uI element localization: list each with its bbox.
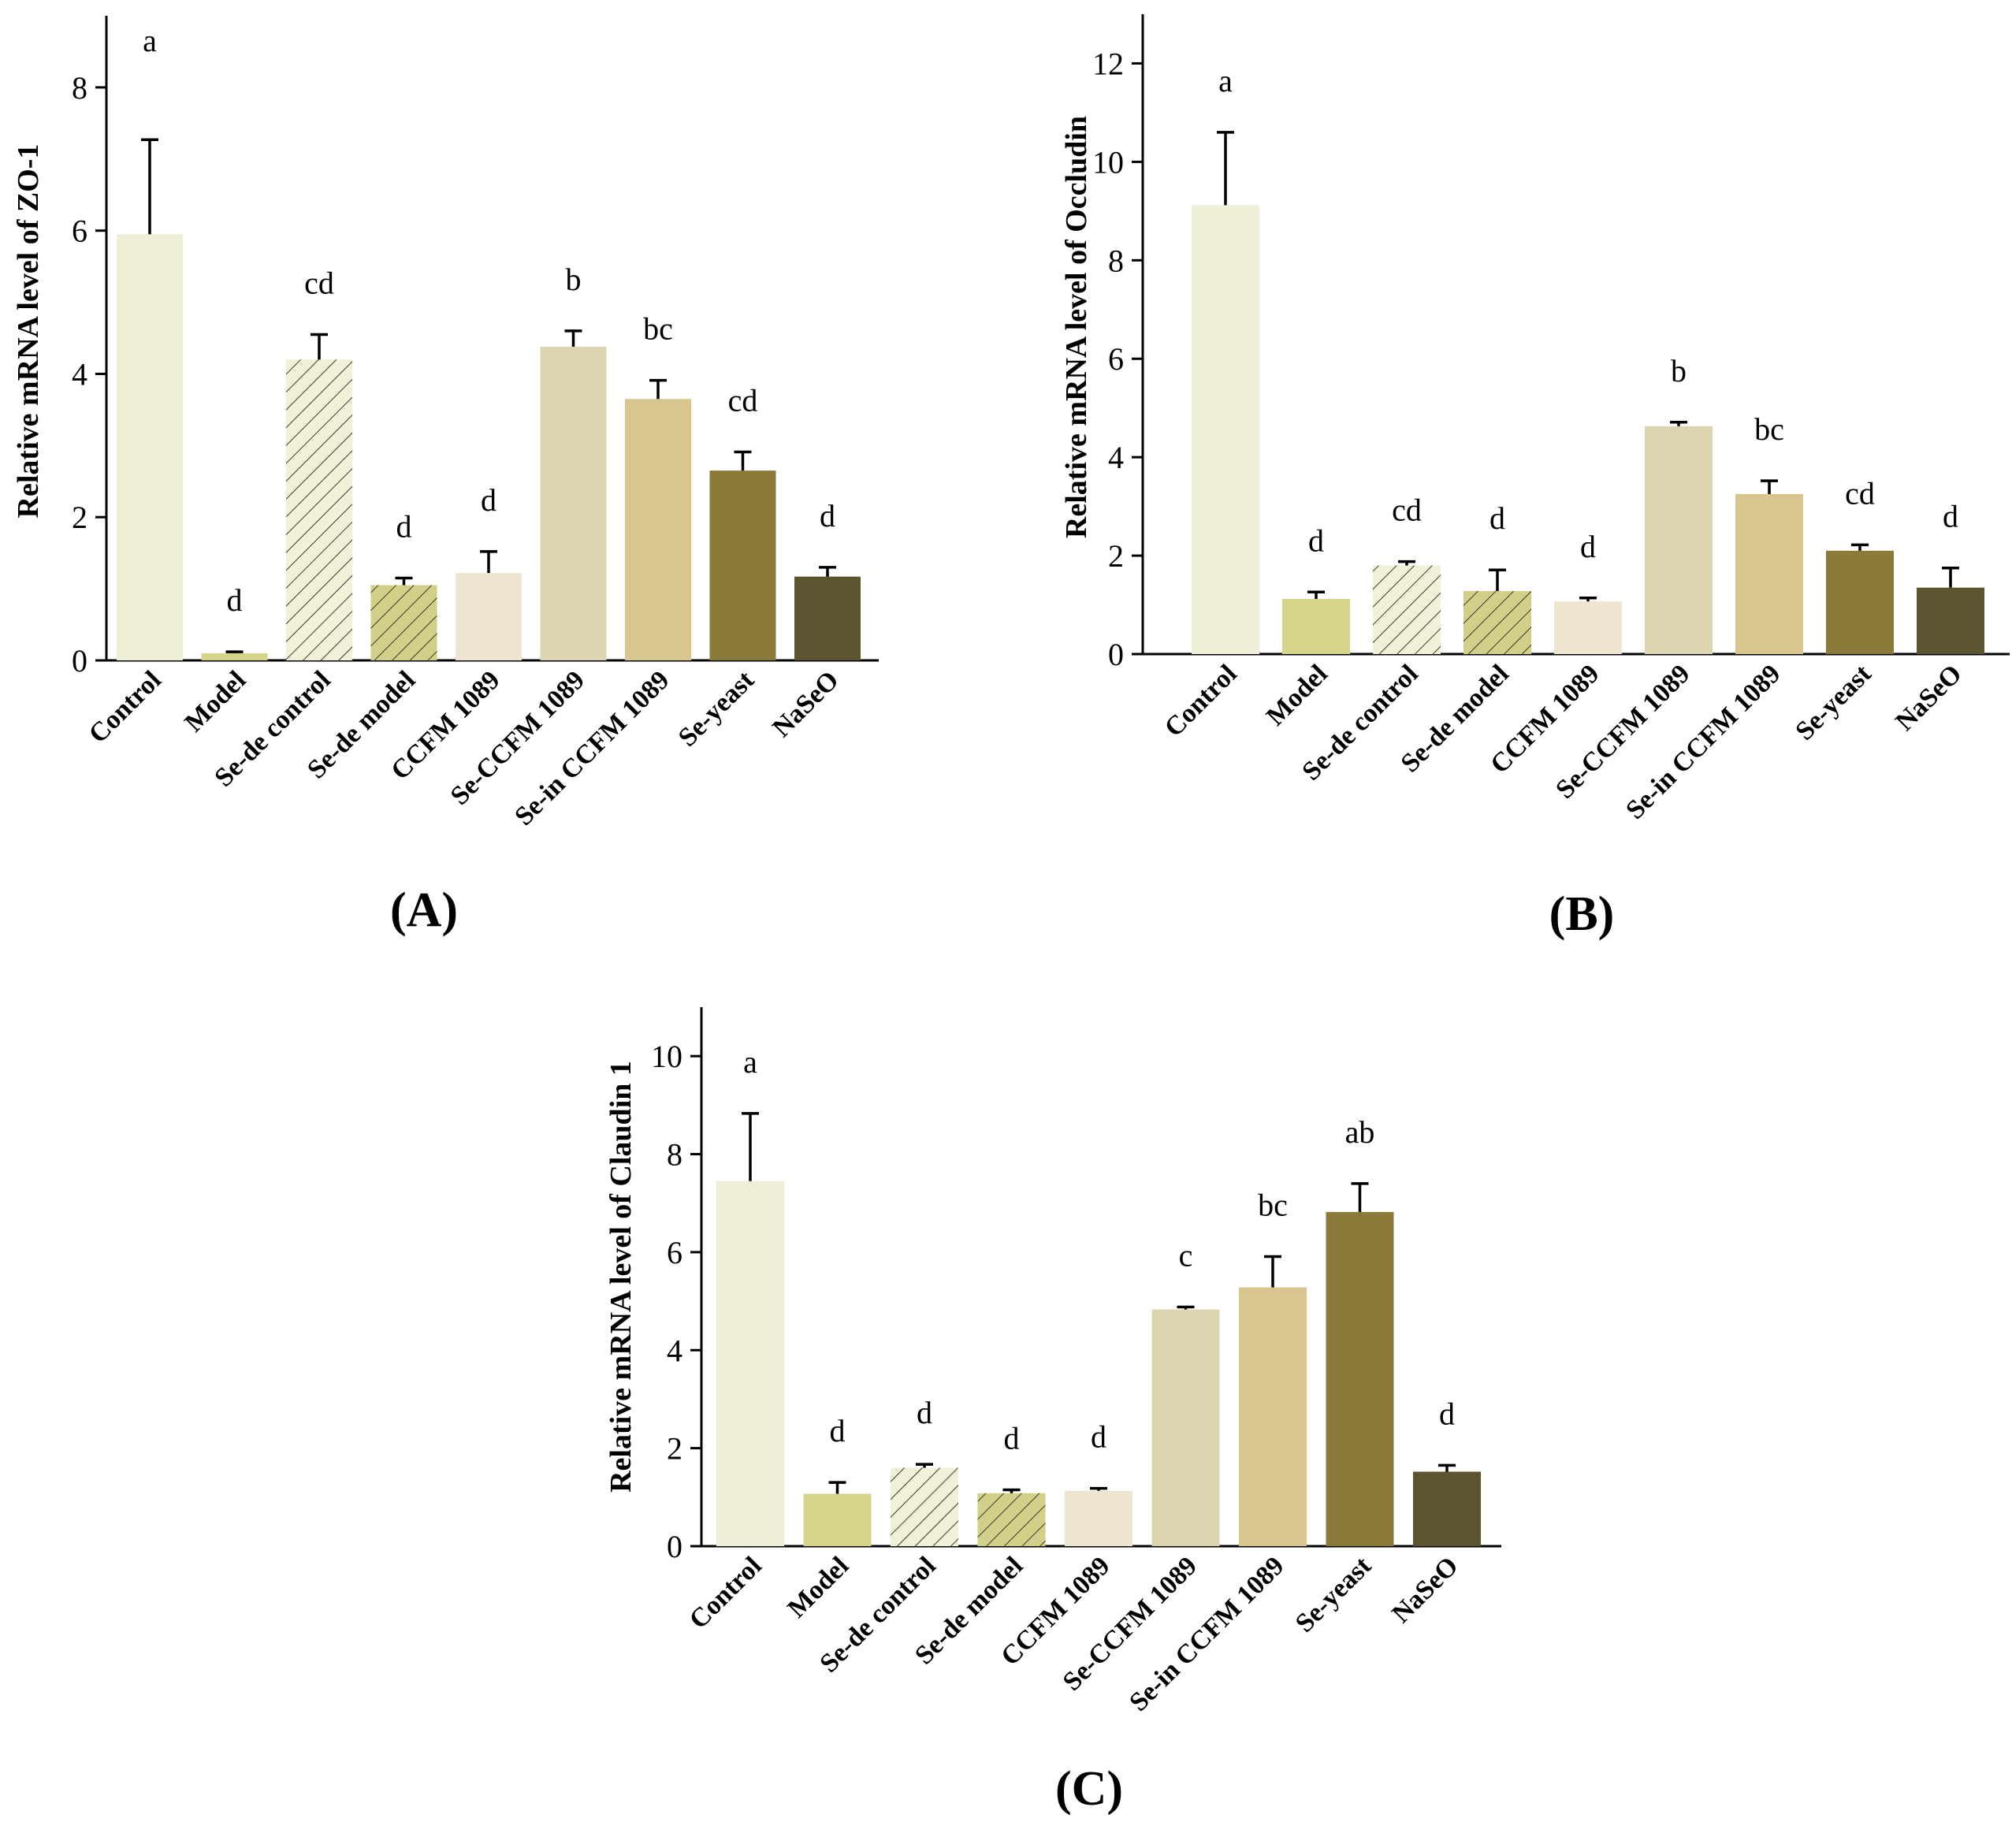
category-label-2: Model: [180, 665, 252, 738]
y-tick-label: 12: [1092, 46, 1124, 81]
category-label-7: Se-in CCFM 1089: [1124, 1551, 1289, 1716]
significance-label-9: d: [820, 498, 835, 534]
significance-label-5: d: [481, 482, 496, 518]
significance-label-5: d: [1091, 1419, 1106, 1455]
bar-5: [1065, 1490, 1132, 1546]
significance-label-7: bc: [1754, 411, 1784, 447]
bar-7: [1239, 1287, 1307, 1546]
significance-label-3: d: [917, 1395, 932, 1430]
bar-hatch-3: [1373, 565, 1441, 654]
bar-6: [540, 346, 607, 660]
y-tick-label: 10: [1092, 144, 1124, 180]
significance-label-1: a: [1218, 63, 1233, 99]
y-tick-label: 4: [72, 356, 87, 392]
bar-hatch-3: [286, 359, 352, 660]
bar-6: [1645, 426, 1713, 654]
category-label-9: NaSeO: [767, 665, 844, 742]
category-label-7: Se-in CCFM 1089: [509, 665, 675, 831]
category-label-8: Se-yeast: [673, 665, 761, 753]
y-tick-label: 8: [1108, 243, 1124, 278]
significance-label-3: cd: [1392, 493, 1422, 528]
bar-8: [1326, 1211, 1394, 1546]
bar-8: [1826, 550, 1894, 654]
significance-label-3: cd: [304, 265, 334, 300]
significance-label-2: d: [1308, 522, 1324, 558]
significance-label-9: d: [1439, 1396, 1455, 1431]
category-label-9: NaSeO: [1890, 659, 1967, 736]
y-axis-title: Relative mRNA level of ZO-1: [12, 144, 45, 519]
significance-label-6: c: [1179, 1238, 1193, 1274]
significance-label-8: cd: [728, 383, 758, 418]
y-tick-label: 6: [1108, 341, 1124, 377]
y-tick-label: 8: [72, 70, 87, 106]
bar-hatch-4: [1463, 591, 1531, 654]
y-tick-label: 8: [667, 1137, 682, 1173]
significance-label-6: b: [566, 262, 582, 297]
significance-label-8: cd: [1845, 475, 1875, 511]
significance-label-1: a: [743, 1044, 757, 1080]
y-tick-label: 2: [1108, 538, 1124, 574]
significance-label-4: d: [1004, 1420, 1020, 1456]
significance-label-4: d: [1489, 500, 1505, 536]
bar-8: [709, 470, 776, 660]
bar-1: [117, 234, 183, 660]
bar-2: [803, 1493, 872, 1546]
significance-label-6: b: [1671, 353, 1687, 389]
bar-hatch-4: [370, 585, 437, 660]
category-label-9: NaSeO: [1386, 1551, 1463, 1628]
y-tick-label: 6: [667, 1235, 682, 1270]
category-label-8: Se-yeast: [1290, 1551, 1378, 1638]
significance-label-8: ab: [1345, 1114, 1375, 1150]
panel-label: (C): [1055, 1762, 1123, 1816]
significance-label-9: d: [1943, 499, 1958, 534]
significance-label-2: d: [830, 1413, 846, 1448]
significance-label-2: d: [227, 582, 243, 618]
category-label-1: Control: [684, 1551, 768, 1634]
significance-label-4: d: [396, 508, 412, 544]
bar-hatch-4: [977, 1493, 1046, 1546]
y-tick-label: 4: [667, 1333, 682, 1368]
y-tick-label: 0: [667, 1529, 682, 1564]
panel-label: (B): [1549, 887, 1615, 941]
bar-2: [1282, 599, 1350, 654]
significance-label-1: a: [143, 23, 157, 58]
bar-2: [201, 653, 268, 660]
y-tick-label: 0: [72, 643, 87, 679]
significance-label-5: d: [1580, 529, 1596, 564]
bar-hatch-3: [891, 1467, 958, 1546]
bar-6: [1151, 1309, 1220, 1546]
category-label-2: Model: [1261, 659, 1333, 731]
category-label-8: Se-yeast: [1790, 659, 1877, 746]
chart-panel-a: 0 2 4 6 8 Relative mRNA level of ZO-1 a Control…: [12, 16, 879, 937]
category-label-7: Se-in CCFM 1089: [1620, 659, 1786, 824]
significance-label-7: bc: [643, 311, 673, 347]
y-tick-label: 4: [1108, 440, 1124, 475]
bar-7: [625, 399, 691, 660]
bar-9: [1413, 1471, 1481, 1546]
bar-1: [1192, 205, 1259, 654]
bar-9: [1917, 587, 1984, 654]
y-axis-title: Relative mRNA level of Occludin: [1060, 116, 1093, 538]
y-tick-label: 10: [651, 1039, 682, 1074]
bar-7: [1735, 494, 1803, 654]
panel-label: (A): [390, 883, 458, 937]
y-tick-label: 2: [667, 1431, 682, 1467]
bar-5: [1554, 601, 1622, 654]
significance-label-7: bc: [1258, 1188, 1288, 1223]
y-axis-title: Relative mRNA level of Claudin 1: [604, 1061, 638, 1493]
category-label-2: Model: [783, 1551, 855, 1623]
bar-1: [716, 1181, 784, 1546]
category-label-1: Control: [84, 665, 167, 749]
bar-5: [456, 573, 522, 660]
chart-panel-b: 0 2 4 6 8 10 12 Relative mRNA level of Occludin…: [1060, 14, 2010, 941]
bar-9: [794, 576, 861, 660]
chart-panel-c: 0 2 4 6 8 10 Relative mRNA level of Claudin 1 a…: [604, 1007, 1501, 1816]
y-tick-label: 2: [72, 500, 87, 535]
y-tick-label: 6: [72, 214, 87, 249]
y-tick-label: 0: [1108, 637, 1124, 672]
category-label-1: Control: [1159, 659, 1243, 742]
